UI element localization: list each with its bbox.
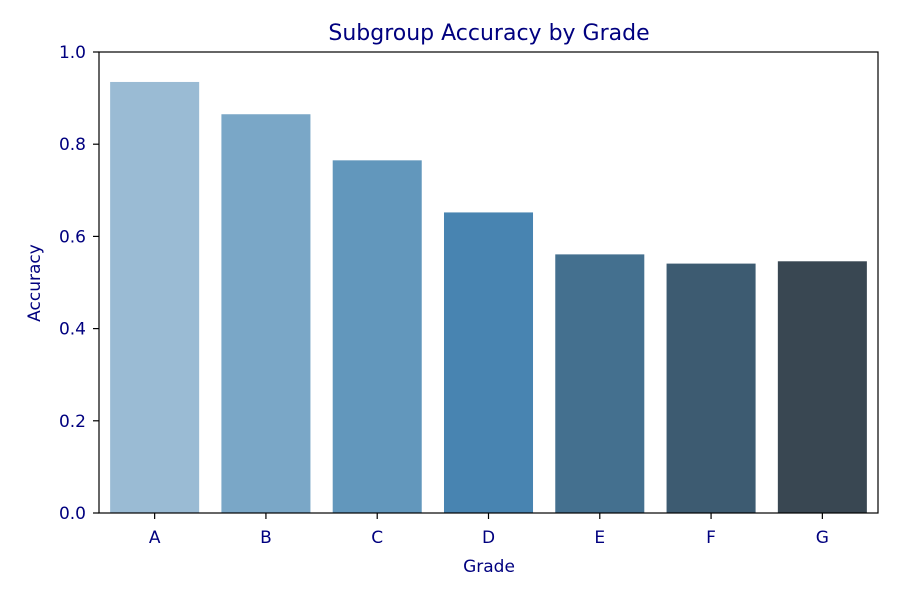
y-tick-label: 0.4 — [59, 320, 86, 340]
bar-d — [443, 212, 534, 513]
bar-a — [110, 81, 200, 514]
x-tick-label: C — [371, 528, 383, 548]
y-tick-label: 0.8 — [59, 135, 86, 155]
bar-b — [221, 114, 311, 514]
bar-g — [777, 261, 867, 513]
y-tick-label: 0.6 — [59, 227, 86, 247]
y-tick-label: 1.0 — [59, 43, 86, 63]
plot-frame — [98, 51, 879, 514]
x-tick-label: E — [594, 528, 605, 548]
x-tick-label: D — [482, 528, 495, 548]
bar-f — [666, 263, 756, 513]
x-tick-label: A — [149, 528, 161, 548]
x-axis-ticks: A B C D E F G — [149, 513, 829, 548]
y-tick-label: 0.2 — [59, 412, 86, 432]
y-axis-ticks: 0.0 0.2 0.4 0.6 0.8 1.0 — [59, 43, 99, 524]
x-axis-label: Grade — [463, 557, 515, 577]
x-tick-label: F — [706, 528, 716, 548]
bar-c — [332, 160, 422, 513]
x-tick-label: B — [260, 528, 272, 548]
chart-title: Subgroup Accuracy by Grade — [328, 21, 649, 46]
y-tick-label: 0.0 — [59, 504, 86, 524]
x-tick-label: G — [816, 528, 829, 548]
bars-group — [110, 81, 867, 514]
y-axis-label: Accuracy — [25, 244, 45, 322]
bar-e — [555, 254, 645, 513]
